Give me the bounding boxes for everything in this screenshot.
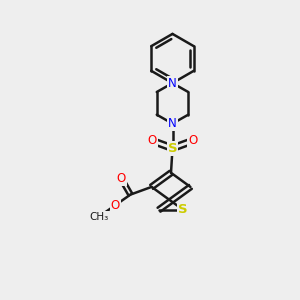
Text: O: O xyxy=(111,199,120,212)
Text: S: S xyxy=(178,203,188,216)
Text: O: O xyxy=(188,134,197,147)
Text: N: N xyxy=(168,76,177,90)
Text: N: N xyxy=(168,117,177,130)
Text: S: S xyxy=(168,142,177,155)
Text: O: O xyxy=(116,172,126,185)
Text: CH₃: CH₃ xyxy=(89,212,108,222)
Text: O: O xyxy=(148,134,157,147)
